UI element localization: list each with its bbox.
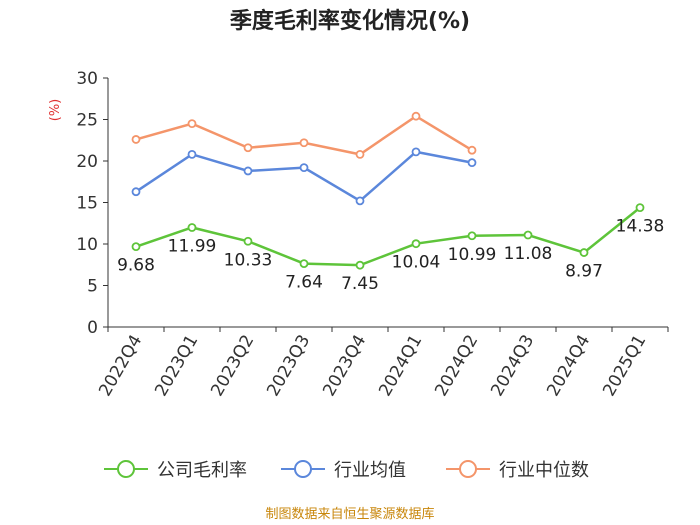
data-point	[411, 111, 421, 121]
legend: 公司毛利率 行业均值 行业中位数	[104, 460, 589, 481]
data-point	[187, 223, 197, 232]
data-label: 10.04	[392, 253, 441, 273]
x-ticks: 2022Q4 2023Q1 2023Q2 2023Q3 2023Q4 2024Q1 2024…	[95, 327, 669, 400]
series-line	[135, 206, 641, 267]
data-point	[131, 187, 141, 197]
x-tick-label: 2023Q4	[319, 332, 370, 400]
x-tick-label: 2023Q1	[151, 332, 202, 400]
x-tick-label: 2024Q2	[431, 332, 482, 400]
y-tick-label: 20	[76, 152, 98, 172]
data-point	[243, 166, 253, 176]
legend-swatch-marker	[294, 460, 312, 478]
data-label: 8.97	[565, 262, 603, 282]
data-point	[411, 147, 421, 157]
x-tick-label: 2023Q2	[207, 332, 258, 400]
series-lines	[131, 111, 645, 270]
data-label: 10.99	[448, 245, 497, 265]
legend-label: 公司毛利率	[157, 460, 247, 481]
y-tick-label: 10	[76, 235, 98, 255]
y-ticks: 0 5 10 15 20 25 30	[76, 69, 108, 338]
x-tick-label: 2025Q1	[599, 332, 650, 400]
legend-swatch-marker	[117, 460, 135, 478]
data-point	[579, 248, 589, 257]
chart-title: 季度毛利率变化情况(%)	[230, 8, 470, 34]
data-point	[243, 236, 253, 246]
x-tick-label: 2024Q1	[375, 332, 426, 400]
data-point	[131, 242, 141, 252]
data-point	[299, 163, 309, 173]
series-line	[135, 150, 473, 203]
legend-label: 行业均值	[334, 460, 406, 481]
y-tick-label: 5	[87, 277, 98, 297]
x-tick-label: 2022Q4	[95, 332, 146, 400]
data-point	[243, 143, 253, 153]
data-label: 10.33	[224, 250, 273, 270]
legend-label: 行业中位数	[499, 460, 589, 481]
data-point	[635, 203, 645, 213]
y-tick-label: 30	[76, 69, 98, 89]
data-label: 11.08	[504, 244, 553, 264]
data-labels: 9.68 11.99 10.33 7.64 7.45 10.04 10.99 11.08 8.9…	[117, 217, 664, 295]
data-label: 14.38	[616, 217, 665, 237]
data-point	[131, 135, 141, 144]
data-point	[355, 149, 365, 159]
y-tick-label: 25	[76, 111, 98, 131]
data-point	[467, 145, 477, 155]
data-point	[411, 239, 421, 249]
data-point	[299, 138, 309, 148]
legend-swatch-marker	[459, 460, 477, 478]
x-tick-label: 2023Q3	[263, 332, 314, 400]
y-axis-label: (%)	[48, 99, 63, 122]
data-point	[187, 149, 197, 159]
data-point	[355, 196, 365, 206]
data-label: 9.68	[117, 256, 155, 276]
data-point	[355, 260, 365, 270]
data-label: 11.99	[168, 236, 217, 256]
data-point	[467, 231, 477, 241]
data-point	[187, 119, 197, 129]
data-label: 7.45	[341, 274, 379, 294]
y-tick-label: 0	[87, 318, 98, 338]
data-point	[299, 259, 309, 268]
data-point	[523, 230, 533, 240]
series-line	[135, 114, 473, 156]
y-tick-label: 15	[76, 194, 98, 214]
x-tick-label: 2024Q3	[487, 332, 538, 400]
x-tick-label: 2024Q4	[543, 332, 594, 400]
source-note: 制图数据来自恒生聚源数据库	[265, 506, 434, 522]
data-label: 7.64	[285, 273, 323, 293]
data-point	[467, 158, 477, 168]
